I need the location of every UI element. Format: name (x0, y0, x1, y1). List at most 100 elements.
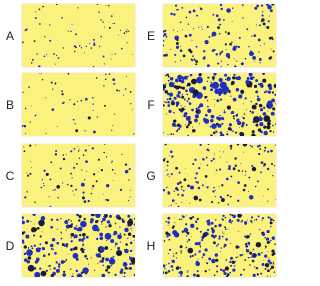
spot (117, 34, 119, 36)
spot (31, 247, 34, 250)
spot (128, 266, 133, 270)
spot (44, 241, 48, 245)
spot (269, 261, 273, 265)
spot (164, 29, 167, 32)
spot (179, 266, 182, 269)
spot (26, 260, 31, 264)
spot (56, 241, 60, 245)
spot (251, 130, 255, 134)
spot (231, 80, 235, 85)
spot (262, 73, 266, 75)
spot (39, 267, 42, 270)
spot (193, 273, 196, 277)
spot (108, 5, 110, 7)
spot (175, 104, 179, 107)
spot (206, 80, 209, 83)
spot (260, 161, 264, 164)
spot (74, 123, 77, 125)
spot (231, 214, 234, 217)
spot (239, 132, 245, 136)
spot (199, 103, 204, 108)
spot (259, 62, 261, 64)
spot (274, 243, 276, 246)
spot (35, 144, 37, 146)
spot (78, 157, 81, 159)
spot (179, 181, 182, 184)
spot (198, 26, 200, 28)
spot (53, 53, 55, 55)
spot (166, 169, 168, 171)
spot (106, 184, 110, 188)
spot (226, 133, 229, 136)
spot (26, 191, 28, 193)
spot (266, 167, 270, 171)
spot (227, 64, 229, 66)
spot (234, 131, 238, 134)
spot (262, 78, 267, 83)
spot (272, 261, 274, 263)
panel-image (163, 73, 276, 136)
spot (171, 199, 175, 202)
spot (80, 220, 87, 228)
spot (271, 91, 274, 94)
spot (165, 74, 167, 77)
spot (43, 169, 46, 172)
spot (267, 269, 270, 273)
spot (187, 23, 190, 25)
spot (78, 45, 81, 47)
spot (96, 4, 99, 5)
spot (111, 160, 113, 163)
spot (74, 234, 78, 239)
panel-label: F (147, 98, 155, 112)
spot (263, 259, 265, 261)
spot (194, 158, 197, 161)
spot (215, 129, 217, 131)
spot (200, 247, 201, 249)
spot (266, 229, 270, 234)
spot (91, 147, 94, 150)
spot (129, 241, 133, 245)
spot (40, 73, 42, 74)
spot (65, 259, 68, 261)
spot (93, 42, 96, 45)
spot (164, 90, 169, 94)
spot (210, 118, 214, 123)
spot (266, 275, 269, 277)
spot (111, 129, 113, 131)
spot (273, 83, 276, 88)
spot (215, 14, 219, 18)
spot (23, 252, 27, 256)
spot (218, 115, 220, 117)
spot (256, 95, 259, 98)
spot (83, 270, 85, 272)
spot (188, 102, 192, 105)
spot (116, 89, 119, 92)
spot (166, 174, 168, 176)
spot (269, 221, 273, 225)
spot (99, 246, 105, 252)
spot (267, 20, 270, 23)
spot (195, 261, 201, 267)
spot (180, 250, 182, 252)
spot (45, 132, 47, 134)
spot (229, 145, 233, 148)
spot (86, 170, 88, 172)
spot (165, 232, 168, 235)
spot (261, 11, 264, 13)
spot (60, 217, 62, 220)
panel-label: D (5, 239, 15, 253)
spot (206, 64, 210, 67)
spot (35, 11, 37, 13)
spot (237, 181, 240, 184)
spot (129, 262, 132, 266)
spot (206, 99, 209, 102)
spot (184, 34, 188, 38)
spot (187, 97, 190, 100)
spot (208, 36, 211, 38)
spot (163, 264, 165, 267)
spot (109, 214, 112, 218)
spot (30, 245, 33, 248)
spot (255, 266, 259, 270)
spot (40, 216, 46, 221)
spot (246, 84, 251, 88)
